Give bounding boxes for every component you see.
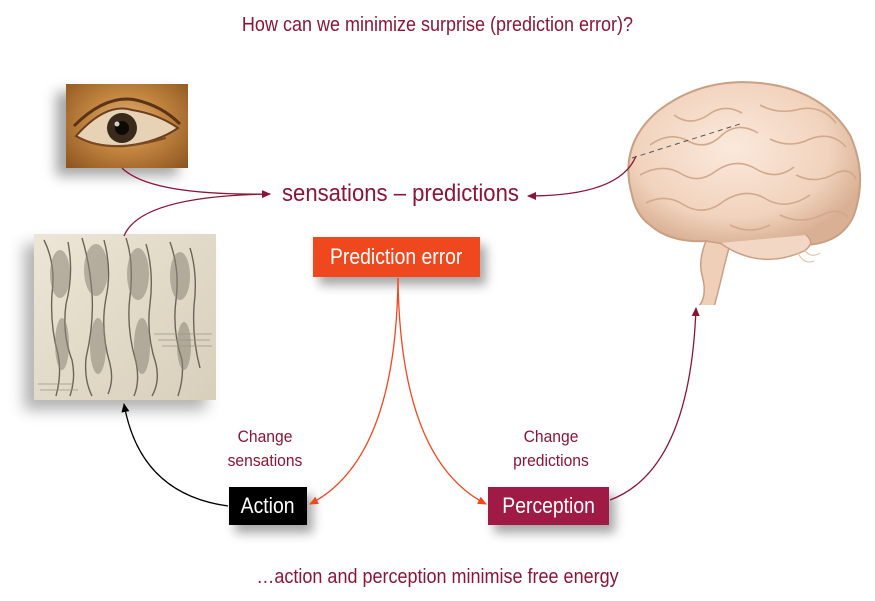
change-predictions-line-2: predictions — [513, 451, 589, 470]
sensations-minus-predictions-label: sensations – predictions — [282, 180, 519, 207]
action-text: Action — [241, 493, 295, 518]
change-predictions-label: Change predictions — [491, 425, 611, 473]
perception-text: Perception — [502, 493, 595, 518]
arrow-error-to-action — [309, 277, 399, 505]
anatomical-sketch-image — [34, 234, 216, 400]
prediction-error-text: Prediction error — [330, 244, 463, 269]
change-sensations-label: Change sensations — [205, 425, 325, 473]
change-sensations-line-1: Change — [237, 427, 293, 446]
arrow-eye-to-label — [121, 167, 271, 199]
change-predictions-line-1: Change — [523, 427, 579, 446]
eye-image — [66, 84, 188, 168]
brain-dashed-line — [631, 123, 741, 159]
arrow-brain-to-label — [527, 155, 637, 200]
arrow-perception-to-brain — [609, 307, 700, 501]
action-box: Action — [229, 487, 307, 525]
arrow-error-to-perception — [397, 277, 487, 505]
arrow-action-to-sketch — [121, 403, 229, 507]
diagram-title: How can we minimize surprise (prediction… — [241, 14, 634, 36]
arrow-sketch-to-label — [123, 193, 271, 237]
change-sensations-line-2: sensations — [227, 451, 303, 470]
prediction-error-box: Prediction error — [313, 237, 480, 277]
brain-image — [610, 75, 870, 308]
diagram-footer: …action and perception minimise free ene… — [256, 566, 619, 588]
perception-box: Perception — [488, 487, 609, 525]
